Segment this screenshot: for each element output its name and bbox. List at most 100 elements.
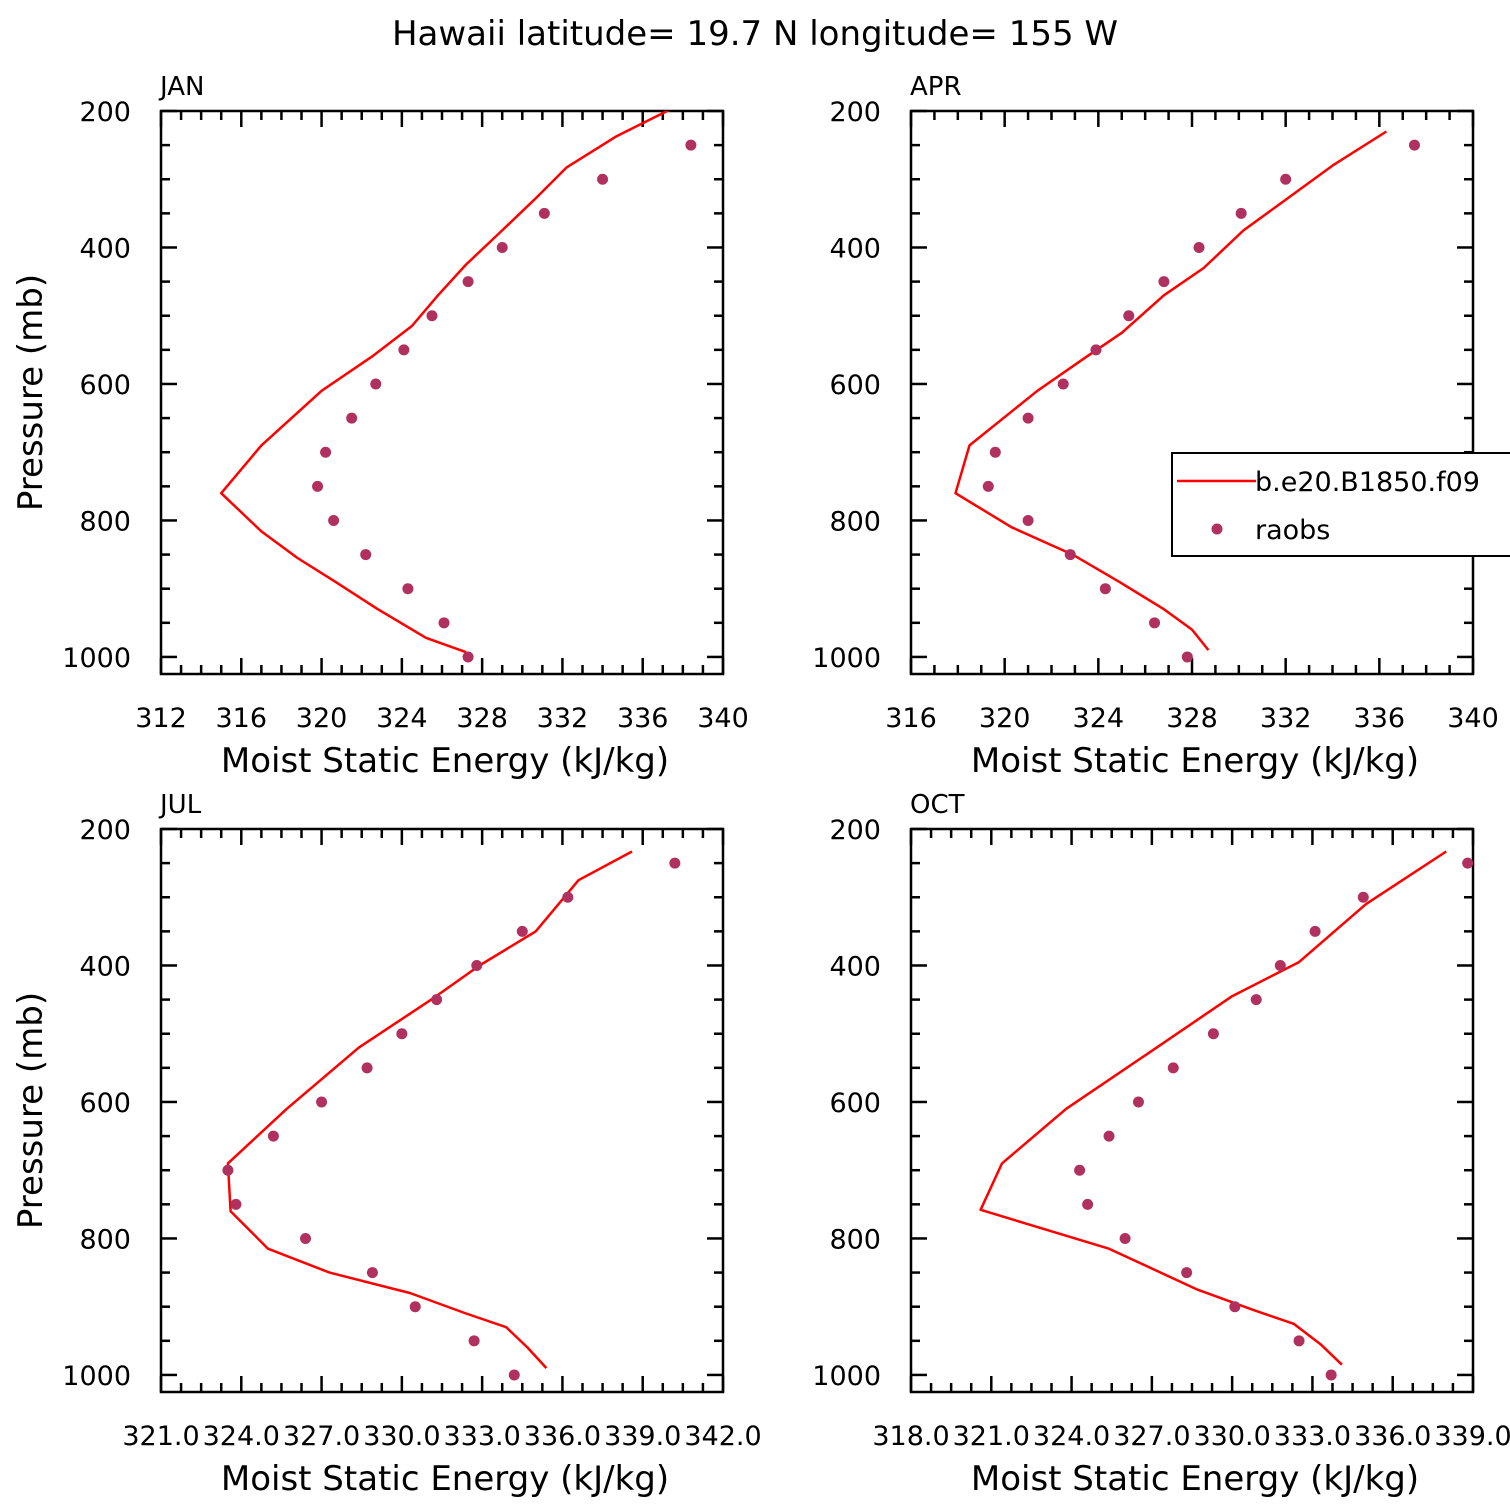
y-tick-label: 800	[79, 1224, 131, 1255]
model-line	[226, 850, 633, 1369]
y-axis-label: Pressure (mb)	[11, 992, 51, 1229]
y-tick-label: 600	[829, 1088, 881, 1119]
model-line	[219, 111, 670, 654]
raobs-point	[1280, 173, 1292, 185]
raobs-point	[989, 446, 1001, 458]
model-line	[954, 130, 1388, 651]
x-tick-label: 324	[376, 703, 428, 734]
raobs-point	[1132, 1096, 1144, 1108]
x-tick-label: 327.0	[283, 1421, 360, 1452]
y-tick-label: 600	[79, 1088, 131, 1119]
x-tick-label: 321.0	[122, 1421, 199, 1452]
raobs-point	[431, 994, 443, 1006]
x-tick-label: 339.0	[604, 1421, 681, 1452]
raobs-point	[1235, 207, 1247, 219]
figure-title: Hawaii latitude= 19.7 N longitude= 155 W	[392, 14, 1118, 54]
raobs-point	[1408, 139, 1420, 151]
x-tick-label: 327.0	[1113, 1421, 1190, 1452]
raobs-point	[222, 1164, 234, 1176]
raobs-point	[426, 310, 438, 322]
raobs-point	[538, 207, 550, 219]
raobs-point	[312, 480, 324, 492]
raobs-point	[1181, 1267, 1193, 1279]
raobs-point	[1103, 1130, 1115, 1142]
y-tick-label: 200	[79, 815, 131, 846]
raobs-point	[438, 617, 450, 629]
raobs-point	[1229, 1301, 1241, 1313]
legend-label-model: b.e20.B1850.f09	[1255, 467, 1480, 498]
y-tick-label: 1000	[812, 1361, 881, 1392]
x-tick-label: 330.0	[363, 1421, 440, 1452]
raobs-point	[1158, 276, 1170, 288]
raobs-point	[402, 583, 414, 595]
x-tick-label: 320	[296, 703, 348, 734]
legend-box	[1171, 452, 1510, 557]
raobs-point	[1325, 1369, 1337, 1381]
x-tick-label: 332	[1260, 703, 1312, 734]
raobs-point	[360, 549, 372, 561]
raobs-point	[267, 1130, 279, 1142]
x-tick-label: 340	[1447, 703, 1499, 734]
raobs-point	[366, 1267, 378, 1279]
raobs-point	[328, 514, 340, 526]
raobs-point	[562, 891, 574, 903]
model-line	[979, 850, 1447, 1366]
y-tick-label: 1000	[62, 643, 131, 674]
x-tick-label: 316	[885, 703, 937, 734]
y-tick-label: 400	[829, 233, 881, 264]
raobs-point	[1082, 1198, 1094, 1210]
raobs-point	[398, 344, 410, 356]
raobs-point	[346, 412, 358, 424]
y-tick-label: 200	[829, 97, 881, 128]
y-tick-label: 1000	[812, 643, 881, 674]
raobs-point	[1123, 310, 1135, 322]
raobs-point	[468, 1335, 480, 1347]
x-axis-label: Moist Static Energy (kJ/kg)	[221, 1459, 669, 1499]
x-tick-label: 339.0	[1434, 1421, 1510, 1452]
raobs-point	[1207, 1028, 1219, 1040]
y-tick-label: 800	[79, 506, 131, 537]
y-tick-label: 400	[829, 951, 881, 982]
x-tick-label: 328	[1166, 703, 1218, 734]
x-tick-label: 321.0	[953, 1421, 1030, 1452]
legend-label-raobs: raobs	[1255, 515, 1330, 546]
raobs-point	[1022, 514, 1034, 526]
y-tick-label: 600	[829, 370, 881, 401]
legend: b.e20.B1850.f09 raobs	[1171, 452, 1510, 557]
raobs-point	[1181, 651, 1193, 663]
x-tick-label: 330.0	[1193, 1421, 1270, 1452]
raobs-point	[597, 173, 609, 185]
raobs-point	[230, 1198, 242, 1210]
x-tick-label: 324	[1073, 703, 1125, 734]
panel-label: JAN	[158, 72, 204, 102]
x-axis-label: Moist Static Energy (kJ/kg)	[221, 741, 669, 781]
raobs-point	[1090, 344, 1102, 356]
x-tick-label: 332	[537, 703, 589, 734]
x-tick-label: 336.0	[1354, 1421, 1431, 1452]
raobs-point	[462, 276, 474, 288]
plot-frame	[159, 109, 725, 676]
raobs-point	[462, 651, 474, 663]
plot-frame	[909, 827, 1475, 1394]
x-tick-label: 316	[216, 703, 268, 734]
raobs-point	[396, 1028, 408, 1040]
raobs-point	[300, 1232, 312, 1244]
x-tick-label: 324.0	[1033, 1421, 1110, 1452]
panel-label: OCT	[910, 790, 965, 820]
raobs-point	[669, 857, 681, 869]
raobs-point	[508, 1369, 520, 1381]
x-axis-label: Moist Static Energy (kJ/kg)	[971, 1459, 1419, 1499]
x-tick-label: 333.0	[443, 1421, 520, 1452]
raobs-point	[1293, 1335, 1305, 1347]
x-tick-label: 324.0	[203, 1421, 280, 1452]
plot-content	[222, 850, 681, 1381]
x-tick-label: 312	[135, 703, 187, 734]
raobs-point	[370, 378, 382, 390]
raobs-point	[320, 446, 332, 458]
raobs-point	[1462, 857, 1473, 869]
